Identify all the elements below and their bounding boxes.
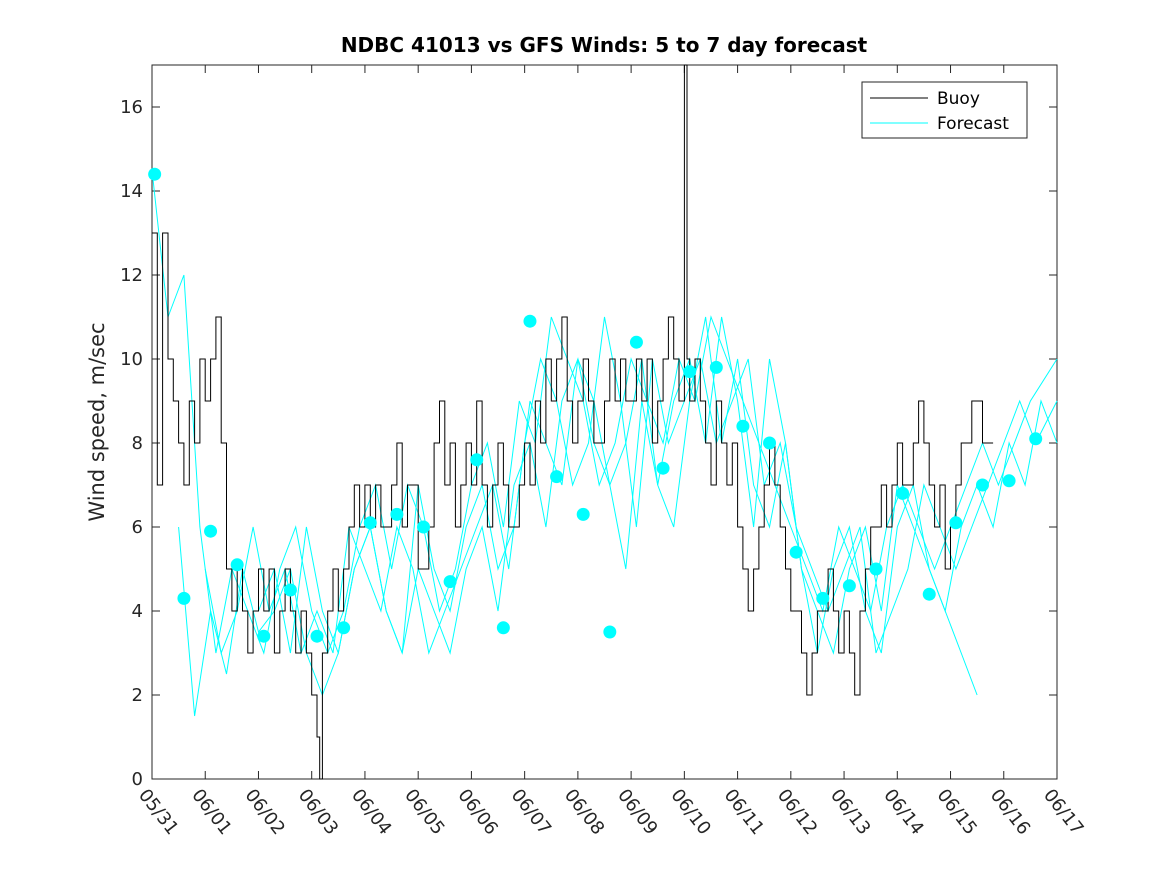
forecast-marker	[230, 558, 244, 572]
forecast-marker	[310, 629, 324, 643]
forecast-line	[204, 316, 1058, 655]
forecast-marker	[470, 453, 484, 467]
forecast-marker	[709, 360, 723, 374]
y-tick-label: 0	[132, 769, 143, 790]
forecast-marker	[1002, 474, 1016, 488]
forecast-marker	[523, 314, 537, 328]
forecast-marker	[390, 507, 404, 521]
forecast-marker	[975, 478, 989, 492]
buoy-line	[152, 64, 994, 780]
forecast-marker	[922, 587, 936, 601]
legend-label-buoy: Buoy	[937, 89, 980, 109]
forecast-marker	[656, 461, 670, 475]
forecast-line	[178, 316, 1058, 717]
series-layer	[148, 64, 1058, 780]
legend-label-forecast: Forecast	[937, 114, 1009, 134]
forecast-marker	[816, 591, 830, 605]
legend-box	[861, 81, 1028, 139]
y-tick-label: 8	[132, 433, 143, 454]
forecast-line	[151, 169, 1058, 655]
forecast-marker	[763, 436, 777, 450]
forecast-marker	[603, 625, 617, 639]
y-tick-label: 16	[120, 97, 143, 118]
forecast-marker	[949, 516, 963, 530]
forecast-marker	[148, 167, 162, 181]
legend: Buoy Forecast	[861, 81, 1028, 139]
forecast-marker	[842, 579, 856, 593]
y-tick-label: 12	[120, 265, 143, 286]
y-tick-label: 2	[132, 685, 143, 706]
y-tick-label: 6	[132, 517, 143, 538]
forecast-marker	[869, 562, 883, 576]
forecast-marker	[496, 621, 510, 635]
forecast-marker	[789, 545, 803, 559]
forecast-marker	[683, 365, 697, 379]
y-tick-label: 4	[132, 601, 143, 622]
forecast-marker	[177, 591, 191, 605]
forecast-marker	[550, 470, 564, 484]
forecast-marker	[896, 486, 910, 500]
forecast-marker	[576, 507, 590, 521]
chart-title: NDBC 41013 vs GFS Winds: 5 to 7 day fore…	[341, 33, 868, 57]
y-tick-label: 14	[120, 181, 143, 202]
forecast-marker	[204, 524, 218, 538]
forecast-marker	[736, 419, 750, 433]
y-axis: 0 2 4 6 8 10 12 14 16	[120, 97, 1057, 790]
forecast-line	[258, 316, 978, 696]
forecast-marker	[283, 583, 297, 597]
forecast-marker	[629, 335, 643, 349]
y-axis-label: Wind speed, m/sec	[85, 322, 109, 521]
forecast-marker	[363, 516, 377, 530]
forecast-marker	[337, 621, 351, 635]
forecast-marker	[257, 629, 271, 643]
forecast-marker	[417, 520, 430, 534]
forecast-marker	[443, 575, 457, 589]
forecast-marker	[1029, 432, 1043, 446]
y-tick-label: 10	[120, 349, 143, 370]
